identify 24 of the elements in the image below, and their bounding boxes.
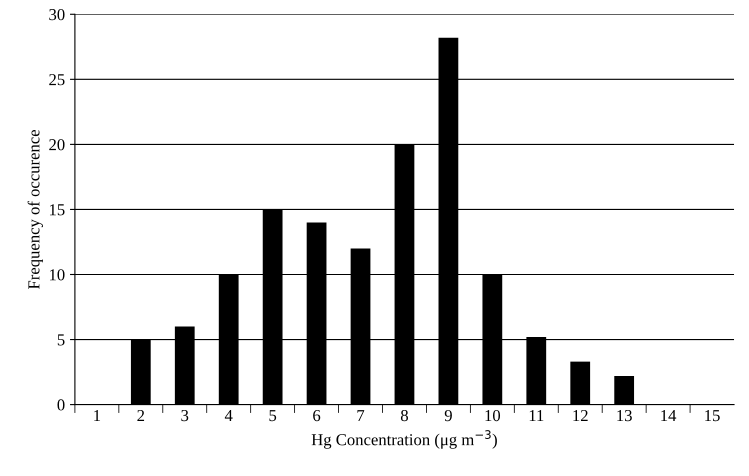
x-tick-label: 11 — [530, 410, 544, 422]
x-tick-label: 5 — [269, 410, 276, 422]
x-tick-label: 13 — [617, 410, 632, 422]
y-tick-label: 10 — [50, 269, 65, 280]
x-tick-label: 4 — [224, 410, 233, 422]
x-tick-label: 10 — [485, 410, 500, 422]
x-tick-label: 12 — [573, 410, 588, 422]
x-tick-label: 1 — [94, 410, 100, 422]
x-tick-label: 7 — [357, 410, 364, 422]
y-tick-label: 20 — [49, 139, 65, 150]
x-tick-label: 14 — [661, 410, 676, 422]
y-tick-label: 0 — [57, 399, 65, 411]
x-axis-title: Hg Concentration (μg m$^{−3}$) — [312, 430, 497, 449]
y-tick-label: 30 — [49, 8, 65, 20]
x-tick-label: 6 — [313, 410, 320, 422]
x-tick-label: 2 — [137, 410, 144, 422]
x-tick-label: 15 — [705, 410, 720, 422]
y-tick-label: 5 — [58, 334, 65, 346]
x-tick-label: 8 — [400, 410, 408, 422]
x-tick-label: 3 — [181, 410, 188, 422]
y-tick-label: 15 — [50, 204, 65, 216]
x-tick-label: 9 — [444, 410, 452, 422]
y-axis-title: Frequency of occurence — [28, 130, 43, 290]
y-tick-label: 25 — [49, 74, 65, 86]
